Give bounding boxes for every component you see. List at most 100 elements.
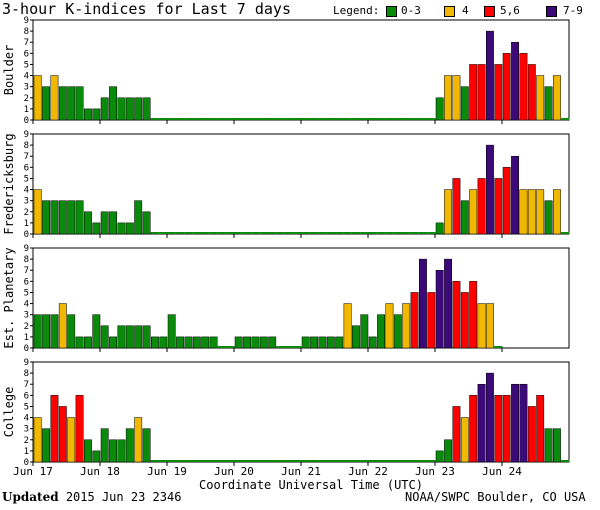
k-bar	[42, 428, 50, 463]
y-tick-label: 6	[24, 49, 29, 59]
k-bar-zero	[368, 460, 377, 462]
y-tick-label: 9	[24, 244, 29, 254]
k-bar	[159, 336, 168, 349]
k-bar-zero	[561, 460, 570, 462]
k-bar-zero	[226, 346, 235, 348]
k-bar-zero	[343, 460, 352, 462]
k-bar	[477, 64, 486, 121]
k-bar	[502, 53, 511, 121]
k-bar	[125, 325, 134, 349]
y-tick-label: 2	[24, 322, 29, 332]
k-bar-zero	[393, 460, 402, 462]
chart-title: 3-hour K-indices for Last 7 days	[2, 0, 291, 18]
k-bar-zero	[226, 118, 235, 120]
k-bar-zero	[360, 118, 369, 120]
k-bar	[435, 97, 444, 121]
k-bar-zero	[335, 232, 344, 234]
k-bar-zero	[343, 232, 352, 234]
k-bar-zero	[301, 232, 310, 234]
k-bar	[176, 336, 184, 349]
k-bar	[335, 336, 344, 349]
k-bar	[100, 97, 109, 121]
k-bar	[142, 325, 151, 349]
k-bar-zero	[427, 232, 436, 234]
k-bar	[486, 30, 494, 121]
k-bar	[125, 97, 134, 121]
k-bar-zero	[242, 118, 252, 120]
k-bar	[553, 75, 561, 121]
k-bar-zero	[159, 460, 168, 462]
k-bar-zero	[318, 232, 327, 234]
k-bar-zero	[318, 460, 327, 462]
k-bar	[494, 178, 503, 235]
k-bar-zero	[494, 346, 503, 348]
k-bar-zero	[293, 118, 302, 120]
k-bar	[58, 200, 67, 235]
k-bar	[343, 303, 352, 349]
k-bar	[84, 108, 92, 121]
k-bar	[536, 75, 545, 121]
k-bar-zero	[217, 232, 227, 234]
x-tick-label: Jun 21	[281, 465, 321, 478]
k-bar-zero	[259, 232, 268, 234]
k-bar	[117, 325, 126, 349]
x-axis-title: Coordinate Universal Time (UTC)	[199, 478, 423, 492]
k-bar-zero	[167, 232, 176, 234]
k-bar-zero	[251, 460, 260, 462]
panel-label: College	[2, 387, 16, 438]
k-bar	[109, 439, 117, 463]
k-bar-zero	[293, 346, 302, 348]
y-tick-label: 3	[24, 197, 29, 207]
k-bar	[527, 406, 536, 463]
k-bar-zero	[192, 232, 201, 234]
k-bar	[167, 314, 176, 349]
k-bar	[134, 417, 143, 463]
k-bar-zero	[284, 232, 294, 234]
y-tick-label: 9	[24, 16, 29, 26]
k-bar-zero	[217, 118, 227, 120]
y-tick-label: 2	[24, 436, 29, 446]
panel-label: Est. Planetary	[2, 247, 16, 348]
k-bar	[67, 314, 76, 349]
y-tick-label: 7	[24, 380, 29, 390]
k-bar	[519, 383, 528, 463]
y-tick-label: 9	[24, 130, 29, 140]
y-tick-label: 4	[24, 300, 29, 310]
k-bar-zero	[410, 232, 419, 234]
k-bar	[544, 428, 553, 463]
k-bar	[502, 167, 511, 235]
k-bar-zero	[326, 232, 335, 234]
k-bar	[75, 200, 84, 235]
k-bar	[33, 314, 42, 349]
y-tick-label: 7	[24, 266, 29, 276]
k-bar	[75, 86, 84, 121]
x-tick-label: Jun 18	[80, 465, 120, 478]
legend-label: Legend:	[333, 4, 380, 17]
k-bar	[460, 417, 469, 463]
k-bar-zero	[368, 118, 377, 120]
k-bar	[33, 189, 42, 235]
k-bar	[385, 303, 394, 349]
k-bar-zero	[351, 118, 361, 120]
k-bar-zero	[184, 118, 193, 120]
k-bar	[360, 314, 369, 349]
legend-text-0-3: 0-3	[401, 4, 421, 17]
source-credit: NOAA/SWPC Boulder, CO USA	[405, 490, 586, 504]
updated-stamp: Updated 2015 Jun 23 2346	[2, 490, 181, 504]
k-bar	[92, 314, 101, 349]
k-bar	[527, 189, 536, 235]
y-tick-label: 4	[24, 414, 29, 424]
y-tick-label: 4	[24, 72, 29, 82]
k-bar-zero	[150, 232, 160, 234]
x-tick-label: Jun 17	[13, 465, 53, 478]
k-bar	[134, 200, 143, 235]
k-bar	[460, 200, 469, 235]
k-bar	[109, 336, 117, 349]
k-bar-zero	[402, 118, 411, 120]
y-tick-label: 8	[24, 27, 29, 37]
k-bar	[50, 314, 59, 349]
k-bar-zero	[259, 460, 268, 462]
k-bar	[310, 336, 318, 349]
k-bar	[511, 41, 519, 121]
